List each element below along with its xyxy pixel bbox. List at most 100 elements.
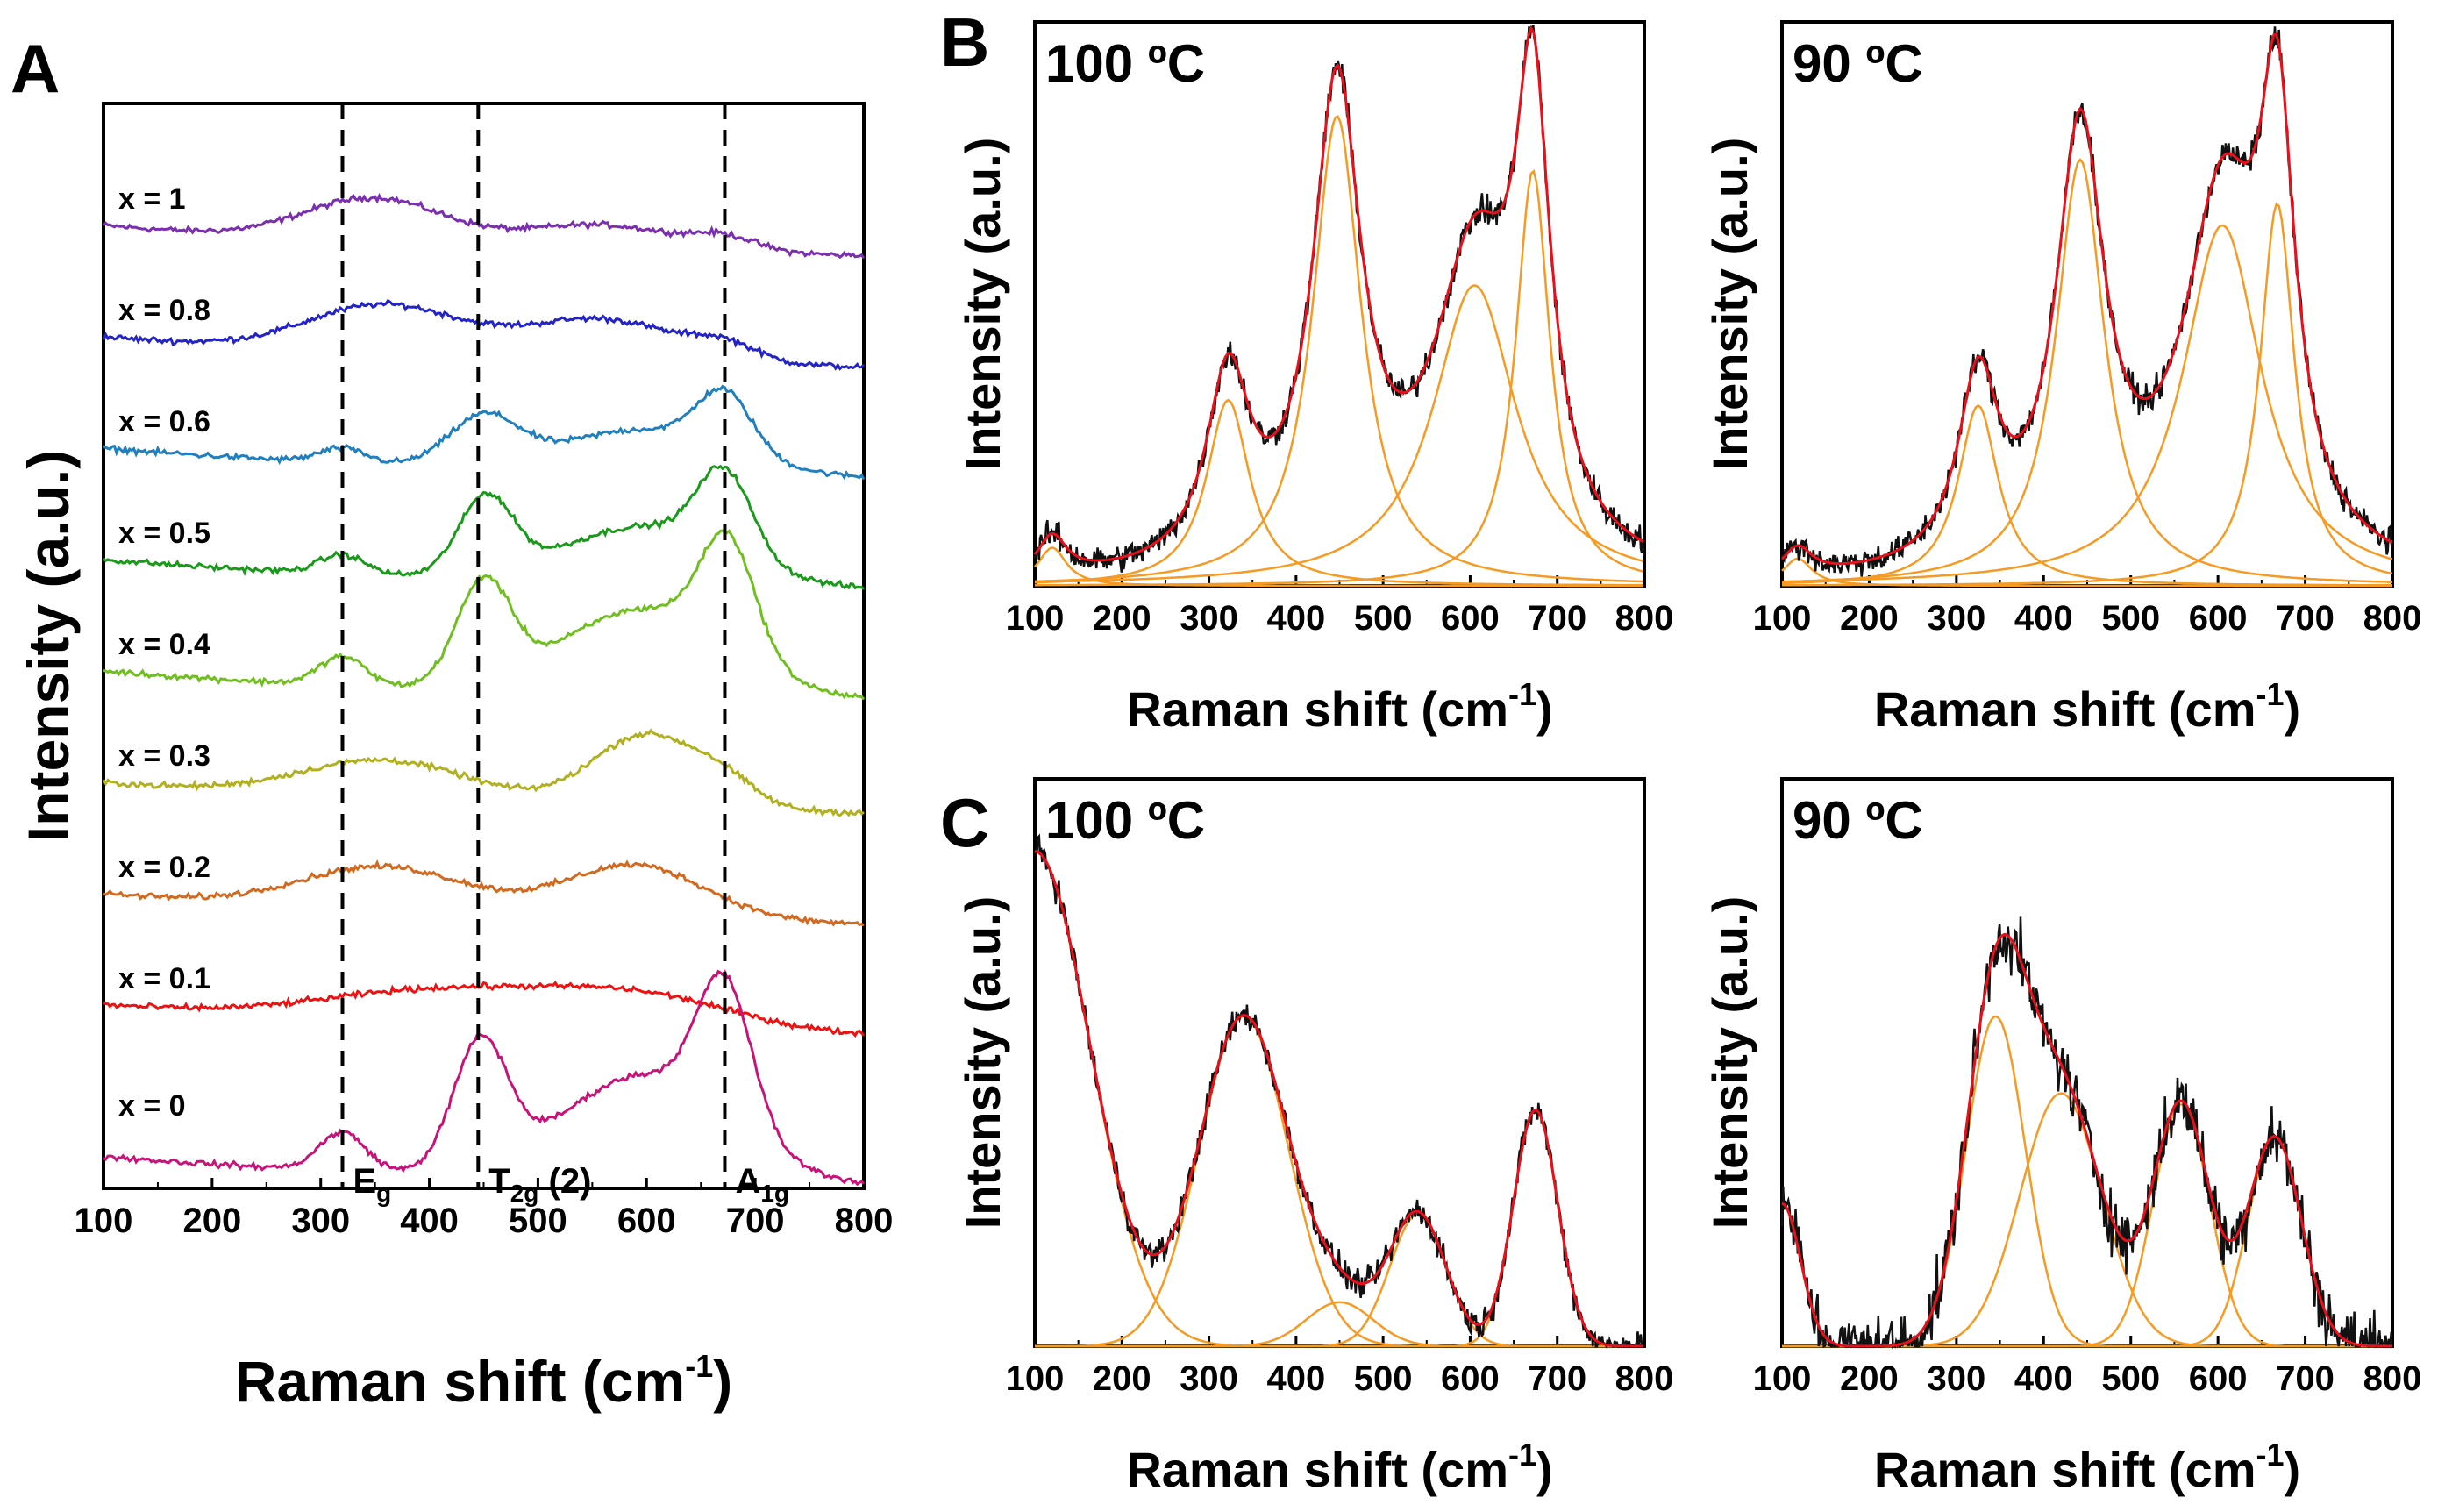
x-axis-label: Raman shift (cm-1) <box>235 1348 732 1414</box>
peak-label-main: T <box>488 1162 510 1201</box>
fit-component-line <box>1035 1015 1643 1348</box>
panel-b-90c-chart: 100 200 300 400 500 600 700 800 Raman shift (cm-… <box>1702 20 2422 737</box>
panel-title: 90 ºC <box>1793 791 1923 850</box>
x-tick-label: 300 <box>1180 599 1238 638</box>
x-tick-label: 700 <box>2276 599 2335 638</box>
x-tick-label: 700 <box>726 1202 785 1240</box>
x-tick-label: 400 <box>1266 1359 1325 1398</box>
panel-c-90c-chart: 100 200 300 400 500 600 700 800 Raman shift (cm-… <box>1702 777 2422 1497</box>
plot-frame <box>102 102 866 1190</box>
x-tick-label: 600 <box>2189 1359 2248 1398</box>
x-axis-label-main: Raman shift (cm <box>1874 1442 2256 1497</box>
x-tick-label: 400 <box>400 1202 459 1240</box>
x-axis-label-close: ) <box>1536 1442 1553 1497</box>
plot-frame <box>1780 777 2394 1348</box>
data-line <box>1780 916 2393 1350</box>
series-line <box>102 298 866 371</box>
peak-label-sub: 1g <box>760 1180 789 1207</box>
fit-component-line <box>1035 1109 1643 1348</box>
x-tick-label: 800 <box>835 1202 894 1240</box>
fit-total-line <box>1780 32 2392 566</box>
series-line <box>103 859 865 927</box>
fit-component-line <box>1035 169 1644 587</box>
x-axis-label-close: ) <box>2285 1442 2301 1497</box>
x-axis-label-sup: -1 <box>685 1348 713 1384</box>
x-tick-label: 300 <box>1180 1359 1238 1398</box>
fit-component-line <box>1781 224 2392 583</box>
x-tick-label: 300 <box>1927 1359 1985 1398</box>
fit-component-line <box>1034 398 1643 587</box>
fit-component-line <box>1034 115 1643 583</box>
x-tick-label: 800 <box>2363 1359 2422 1398</box>
plot-frame <box>1033 20 1646 588</box>
x-tick-label: 800 <box>1615 1359 1674 1398</box>
y-axis-label: Intensity (a.u.) <box>16 450 81 842</box>
x-tick-label: 200 <box>1840 599 1899 638</box>
x-tick-label: 600 <box>617 1202 676 1240</box>
x-axis-label-main: Raman shift (cm <box>1126 1442 1508 1497</box>
x-axis-label-sup: -1 <box>1508 676 1536 712</box>
fit-component-line <box>1034 850 1643 1348</box>
x-tick-label: 200 <box>1840 1359 1899 1398</box>
panel-letter-a: A <box>11 30 60 107</box>
x-tick-label: 100 <box>1006 1359 1065 1398</box>
x-axis-label-main: Raman shift (cm <box>1126 681 1508 737</box>
x-tick-label: 100 <box>1006 599 1065 638</box>
x-axis-label: Raman shift (cm-1) <box>1126 676 1552 737</box>
x-tick-label: 400 <box>2014 599 2073 638</box>
x-tick-label: 700 <box>1528 599 1586 638</box>
data-line <box>1033 833 1644 1350</box>
peak-label: A1g <box>735 1162 789 1207</box>
x-tick-label: 100 <box>1753 599 1812 638</box>
series-label: x = 0.2 <box>118 851 210 884</box>
x-axis-label-sup: -1 <box>2256 676 2284 712</box>
series-line <box>102 728 865 817</box>
x-tick-label: 600 <box>1441 599 1500 638</box>
series-label: x = 0.6 <box>118 405 210 439</box>
data-line <box>1033 25 1645 573</box>
series-label: x = 0.3 <box>118 739 210 773</box>
x-axis-label: Raman shift (cm-1) <box>1874 1437 2300 1497</box>
x-tick-label: 700 <box>1528 1359 1586 1398</box>
fit-component-line <box>1782 1015 2392 1348</box>
x-tick-label: 800 <box>2363 599 2422 638</box>
x-axis-label-close: ) <box>713 1349 732 1414</box>
peak-label: T2g (2) <box>488 1162 591 1207</box>
series-line <box>103 384 866 481</box>
x-tick-label: 200 <box>1093 599 1151 638</box>
x-tick-label: 100 <box>1753 1359 1812 1398</box>
series-line <box>102 464 866 590</box>
x-tick-label: 400 <box>2014 1359 2073 1398</box>
peak-label-main: E <box>353 1162 376 1201</box>
x-tick-label: 500 <box>509 1202 567 1240</box>
panel-title: 100 ºC <box>1045 34 1205 93</box>
panel-title: 100 ºC <box>1045 791 1205 850</box>
y-axis-label: Intensity (a.u.) <box>955 138 1010 471</box>
x-axis-label-sup: -1 <box>1508 1437 1536 1473</box>
x-axis-label-main: Raman shift (cm <box>1874 681 2256 737</box>
x-tick-label: 500 <box>2101 1359 2160 1398</box>
peak-label-main: A <box>735 1162 760 1201</box>
panel-b-100c-chart: 100 200 300 400 500 600 700 800 Raman shift (cm-… <box>955 20 1673 737</box>
panel-letter-c: C <box>940 784 989 861</box>
series-label: x = 0.8 <box>118 294 210 327</box>
fit-component-line <box>1781 403 2392 587</box>
series-label: x = 0.5 <box>118 517 210 550</box>
fit-component-line <box>1035 284 1644 583</box>
series-line <box>103 529 866 701</box>
x-tick-label: 300 <box>1927 599 1985 638</box>
x-tick-label: 500 <box>1354 1359 1413 1398</box>
peak-label-rest: (2) <box>538 1162 591 1201</box>
x-axis-label-close: ) <box>2285 681 2301 737</box>
fit-component-line <box>1782 1136 2392 1348</box>
x-axis-label: Raman shift (cm-1) <box>1126 1437 1552 1497</box>
panel-letter-b: B <box>940 4 989 81</box>
fit-total-line <box>1034 850 1643 1348</box>
peak-label-sub: g <box>376 1180 391 1207</box>
x-axis-label-main: Raman shift (cm <box>235 1349 685 1414</box>
series-label: x = 0.4 <box>118 628 210 661</box>
peak-label-sub: 2g <box>510 1180 539 1207</box>
x-axis-label: Raman shift (cm-1) <box>1874 676 2300 737</box>
fit-component-line <box>1035 1301 1643 1348</box>
